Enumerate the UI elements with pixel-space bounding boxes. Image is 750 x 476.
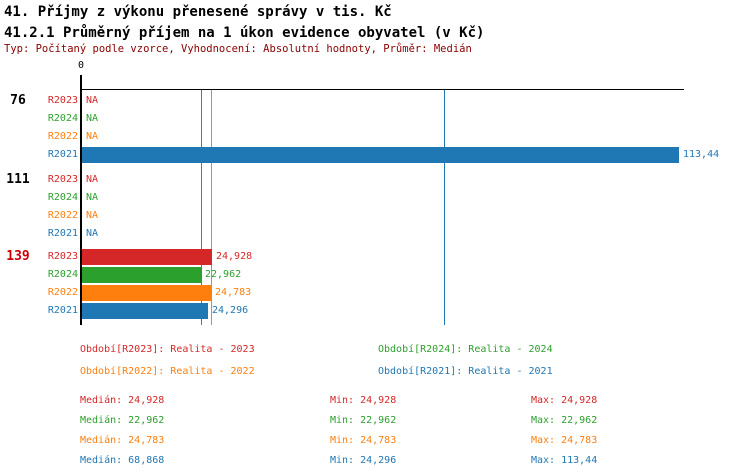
stat-min-R2021: Min: 24,296 — [330, 455, 397, 466]
stat-median-R2023: Medián: 24,928 — [80, 395, 165, 406]
row-label-R2022: R2022 — [47, 210, 78, 221]
stat-min-R2024: Min: 22,962 — [330, 415, 397, 426]
legend-item-R2023: Období[R2023]: Realita - 2023 — [80, 344, 255, 355]
legend-item-R2024: Období[R2024]: Realita - 2024 — [378, 344, 553, 355]
stat-median-R2024: Medián: 22,962 — [80, 415, 165, 426]
stat-max-R2024: Max: 22,962 — [531, 415, 598, 426]
bar-value-label-R2021: 113,44 — [683, 149, 720, 160]
na-label-R2021: NA — [86, 228, 99, 239]
row-label-R2022: R2022 — [47, 287, 78, 298]
group-label-111: 111 — [6, 172, 30, 187]
row-label-R2024: R2024 — [47, 113, 78, 124]
bar-R2022-group-139 — [82, 285, 211, 301]
na-label-R2024: NA — [86, 192, 99, 203]
bar-value-label-R2022: 24,783 — [215, 287, 252, 298]
stat-min-R2022: Min: 24,783 — [330, 435, 397, 446]
report-subtitle: 41.2.1 Průměrný příjem na 1 úkon evidenc… — [4, 25, 485, 41]
axis-zero-label: 0 — [77, 60, 85, 71]
row-label-R2023: R2023 — [47, 251, 78, 262]
bar-value-label-R2023: 24,928 — [216, 251, 253, 262]
stat-median-R2021: Medián: 68,868 — [80, 455, 165, 466]
row-label-R2021: R2021 — [47, 149, 78, 160]
na-label-R2024: NA — [86, 113, 99, 124]
group-label-139: 139 — [6, 249, 30, 264]
row-label-R2023: R2023 — [47, 174, 78, 185]
stat-max-R2021: Max: 113,44 — [531, 455, 598, 466]
bar-R2023-group-139 — [82, 249, 212, 265]
median-line-R2022 — [211, 90, 212, 325]
bar-value-label-R2024: 22,962 — [205, 269, 242, 280]
stat-median-R2022: Medián: 24,783 — [80, 435, 165, 446]
row-label-R2022: R2022 — [47, 131, 78, 142]
row-label-R2024: R2024 — [47, 269, 78, 280]
row-label-R2021: R2021 — [47, 305, 78, 316]
na-label-R2022: NA — [86, 131, 99, 142]
report-title: 41. Příjmy z výkonu přenesené správy v t… — [4, 4, 392, 20]
row-label-R2024: R2024 — [47, 192, 78, 203]
legend-item-R2022: Období[R2022]: Realita - 2022 — [80, 366, 255, 377]
bar-value-label-R2021: 24,296 — [212, 305, 249, 316]
bar-R2021-group-76 — [82, 147, 679, 163]
bar-R2021-group-139 — [82, 303, 208, 319]
median-line-R2021 — [444, 90, 445, 325]
group-label-76: 76 — [10, 93, 26, 108]
bar-R2024-group-139 — [82, 267, 201, 283]
na-label-R2022: NA — [86, 210, 99, 221]
legend-item-R2021: Období[R2021]: Realita - 2021 — [378, 366, 553, 377]
stat-max-R2022: Max: 24,783 — [531, 435, 598, 446]
median-line-R2024 — [201, 90, 202, 325]
bar-chart: 0 76 R2023 NA R2024 NA R2022 NA R2021 113,44 111 R2… — [6, 60, 720, 325]
y-axis-line — [80, 75, 82, 325]
plot-top-rule — [80, 89, 684, 90]
row-label-R2021: R2021 — [47, 228, 78, 239]
na-label-R2023: NA — [86, 174, 99, 185]
row-label-R2023: R2023 — [47, 95, 78, 106]
na-label-R2023: NA — [86, 95, 99, 106]
report-meta-line: Typ: Počítaný podle vzorce, Vyhodnocení:… — [4, 43, 472, 55]
stat-min-R2023: Min: 24,928 — [330, 395, 397, 406]
stat-max-R2023: Max: 24,928 — [531, 395, 598, 406]
